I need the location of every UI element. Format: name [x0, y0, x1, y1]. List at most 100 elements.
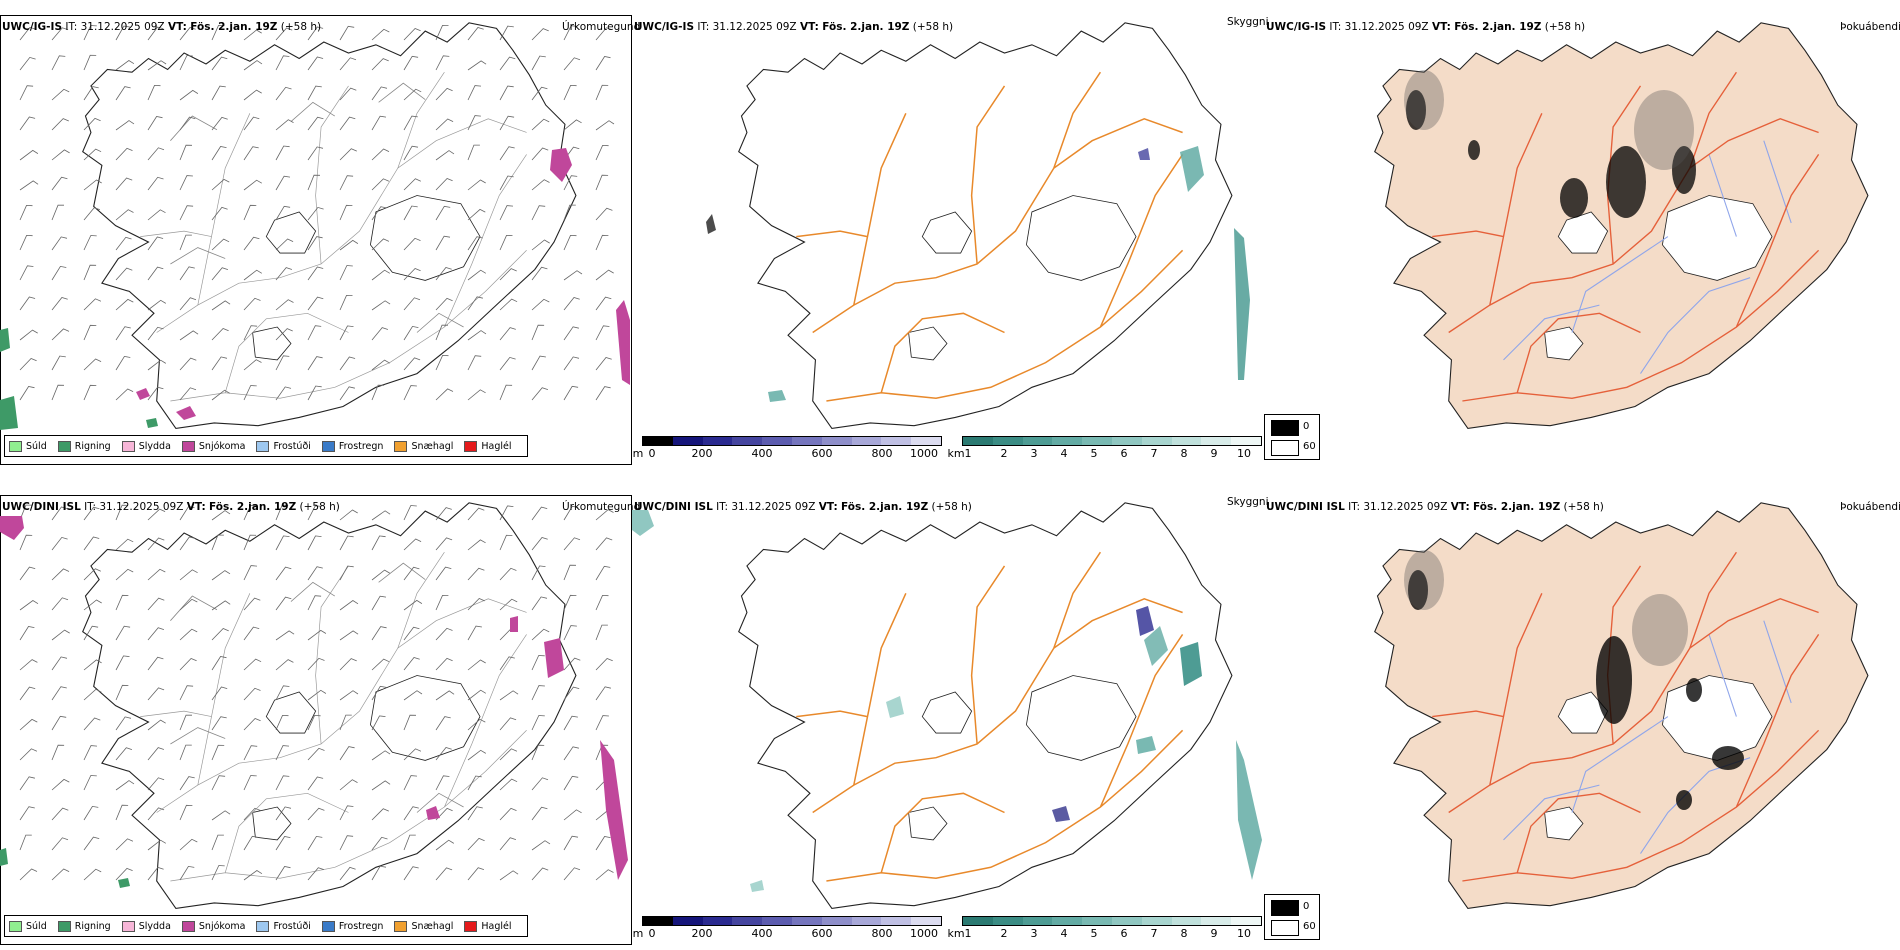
- legend-label: Snjókoma: [198, 920, 246, 932]
- wind-barb: [179, 205, 194, 221]
- precip-legend: Súld Rigning Slydda Snjókoma Frostúði Fr…: [4, 915, 528, 937]
- panel-fog-row1: UWC/IG-IS IT: 31.12.2025 09Z VT: Fös. 2.…: [1264, 0, 1900, 466]
- elevation-swatch: [672, 437, 703, 445]
- wind-barb: [147, 568, 166, 581]
- vt-value: Fös. 2.jan. 19Z: [190, 21, 278, 33]
- wind-barb: [531, 118, 550, 131]
- wind-barb: [115, 60, 135, 71]
- wind-barb: [307, 714, 321, 731]
- wind-barb: [339, 746, 355, 761]
- wind-barb: [19, 686, 36, 701]
- wind-barb: [115, 838, 134, 851]
- wind-barb: [51, 506, 68, 521]
- elevation-tick: 1000: [910, 927, 938, 940]
- wind-barb: [51, 868, 70, 881]
- wind-barb: [467, 144, 480, 161]
- wind-barb: [499, 298, 518, 311]
- wind-barb: [403, 55, 419, 71]
- wind-barb: [115, 86, 131, 101]
- wind-barb: [339, 630, 359, 641]
- elevation-bar: [642, 436, 942, 446]
- wind-barb: [147, 209, 166, 221]
- visibility-tick: 5: [1090, 447, 1098, 460]
- wind-barb: [467, 115, 481, 131]
- wind-barb: [19, 296, 36, 311]
- wind-barb: [435, 235, 451, 251]
- visibility-bar: [962, 436, 1262, 446]
- legend-label: Frostúði: [273, 920, 311, 932]
- legend-label: Súld: [26, 440, 47, 452]
- wind-barb: [563, 356, 580, 371]
- wind-barb: [371, 359, 391, 371]
- wind-barb: [403, 505, 417, 521]
- wind-barb: [179, 144, 193, 161]
- wind-barb: [339, 148, 357, 161]
- legend-item: Frostúði: [256, 920, 311, 932]
- wind-barb: [243, 565, 258, 581]
- wind-barb: [147, 719, 166, 731]
- wind-barb: [83, 298, 102, 311]
- wind-barb: [499, 85, 514, 101]
- wind-barb: [243, 870, 263, 881]
- wind-barb: [467, 539, 486, 551]
- it-label: IT:: [84, 501, 97, 513]
- wind-barb: [403, 28, 421, 41]
- it-label: IT:: [716, 501, 729, 513]
- wind-barb: [211, 865, 225, 881]
- wind-barb: [179, 89, 199, 101]
- wind-barb: [147, 807, 165, 821]
- wind-barb: [531, 506, 548, 521]
- wind-barb: [211, 328, 229, 341]
- wind-barb: [403, 748, 422, 761]
- wind-barb: [83, 836, 100, 851]
- wind-barb: [179, 387, 197, 401]
- elevation-tick: 200: [691, 447, 713, 460]
- visibility-swatch: [1141, 437, 1172, 445]
- elevation-ticks: m 0 200 400 600 800 1000: [633, 926, 942, 940]
- wind-barb: [595, 174, 609, 191]
- it-value: 31.12.2025 09Z: [712, 21, 797, 33]
- fog-legend: 0 60: [1264, 894, 1320, 940]
- wind-barb: [51, 568, 70, 581]
- wind-barb: [435, 690, 455, 701]
- wind-barb: [307, 266, 324, 281]
- lead-time: (+58 h): [1544, 21, 1586, 33]
- wind-barb: [211, 510, 231, 521]
- wind-barb: [563, 84, 577, 101]
- wind-barb: [51, 27, 69, 41]
- visibility-map: [706, 22, 1250, 430]
- wind-barb: [339, 714, 352, 731]
- legend-label: Haglél: [481, 440, 512, 452]
- elevation-swatch: [911, 917, 941, 925]
- wind-barb: [371, 569, 390, 581]
- wind-barb: [147, 299, 167, 311]
- wind-barb: [435, 775, 450, 791]
- wind-barb: [339, 87, 357, 101]
- legend-swatch: [256, 920, 270, 932]
- wind-barb: [531, 596, 548, 611]
- wind-barb: [275, 836, 291, 851]
- fog-swatch-top: [1271, 420, 1299, 436]
- visibility-map: [632, 502, 1262, 910]
- wind-barb: [307, 206, 324, 221]
- wind-barb: [531, 147, 549, 161]
- wind-barb: [243, 658, 262, 671]
- wind-barb: [403, 297, 421, 311]
- legend-item: Frostregn: [321, 920, 383, 932]
- wind-barb: [83, 868, 102, 881]
- wind-barb: [115, 625, 131, 641]
- wind-barb: [179, 569, 198, 581]
- wind-barb: [83, 568, 101, 581]
- wind-barb: [243, 775, 257, 791]
- wind-barb: [115, 147, 133, 161]
- wind-barb: [371, 115, 387, 131]
- wind-barb: [403, 325, 419, 341]
- wind-barb: [147, 537, 165, 551]
- wind-barb: [179, 297, 197, 311]
- wind-barb: [371, 58, 389, 71]
- wind-barb: [499, 656, 515, 671]
- panel-title-visibility: Skyggni: [1227, 16, 1269, 28]
- wind-barb: [83, 358, 102, 371]
- wind-barb: [211, 24, 225, 41]
- wind-barb: [19, 834, 32, 851]
